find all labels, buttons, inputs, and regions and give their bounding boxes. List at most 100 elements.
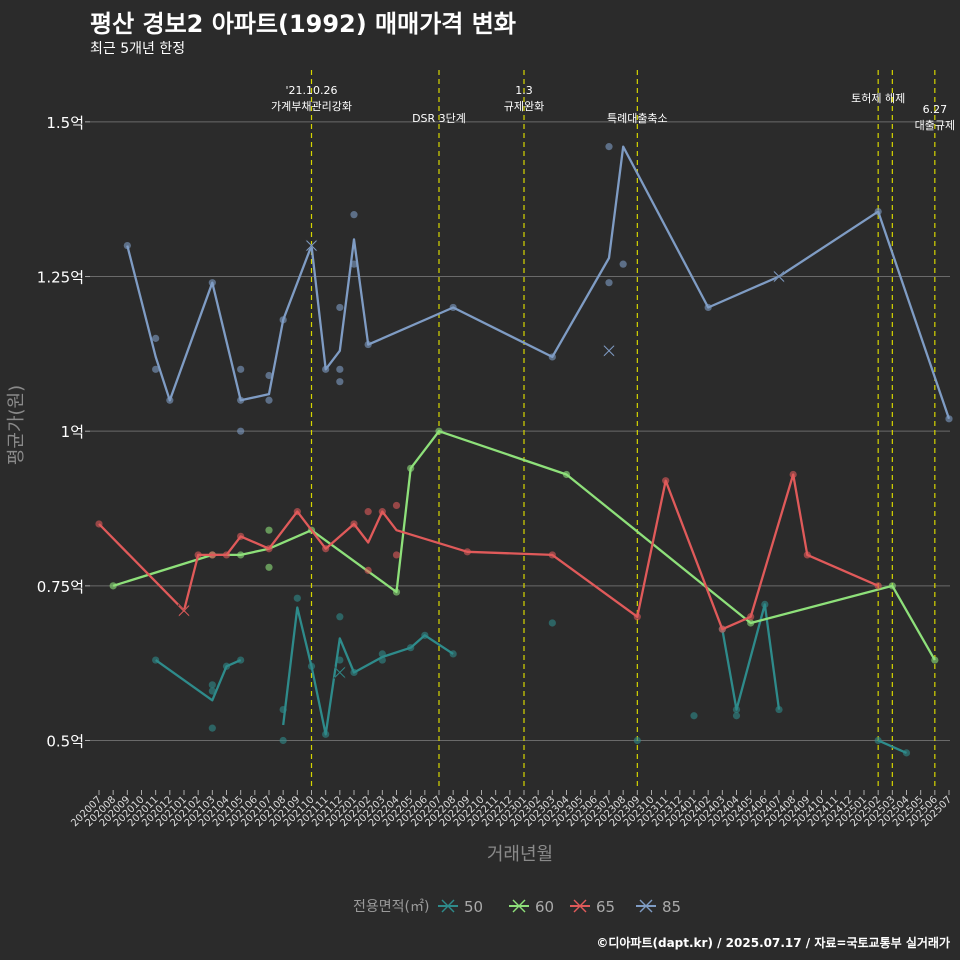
data-point-65: [747, 613, 755, 621]
data-point-85: [208, 279, 216, 287]
data-point-65: [265, 545, 273, 553]
grid-lines: [90, 121, 950, 742]
data-point-60: [435, 427, 443, 435]
data-point-50: [279, 736, 287, 745]
data-point-50: [208, 724, 216, 732]
data-point-65: [364, 508, 372, 516]
data-point-85: [945, 415, 953, 423]
cross-stroke: [773, 271, 785, 282]
data-point-50: [378, 656, 386, 664]
data-point-85: [237, 427, 245, 435]
series-line-65: [98, 473, 879, 631]
cross-marker-85: [602, 344, 616, 358]
data-point-85: [336, 365, 344, 373]
series-line-50: [721, 603, 781, 711]
data-point-65: [364, 566, 372, 574]
series-line-50: [155, 659, 242, 702]
y-tick-label: 1억: [61, 423, 84, 441]
series-line-60: [112, 430, 936, 661]
data-point-65: [194, 551, 202, 559]
data-point-85: [152, 365, 160, 373]
y-tick-label: 1.5억: [46, 114, 84, 132]
data-point-65: [718, 625, 726, 633]
event-label: 1.3: [515, 84, 533, 97]
data-point-65: [95, 520, 103, 528]
data-point-85: [322, 365, 330, 373]
data-point-65: [293, 508, 301, 516]
series-line-50: [282, 606, 454, 736]
data-point-85: [166, 396, 174, 404]
chart-subtitle: 최근 5개년 한정: [90, 41, 186, 57]
data-point-85: [279, 316, 287, 324]
event-label: 규제완화: [504, 100, 544, 113]
data-point-60: [237, 551, 245, 559]
event-label: '21.10.26: [285, 84, 337, 97]
data-point-50: [378, 650, 386, 658]
data-point-50: [222, 662, 231, 670]
legend-label: 65: [596, 898, 615, 916]
event-label: DSR 3단계: [412, 112, 466, 125]
x-axis-title: 거래년월: [487, 844, 553, 865]
y-tick-label: 0.75억: [37, 578, 84, 596]
cross-marker-50: [333, 666, 347, 679]
event-label: 6.27: [923, 103, 948, 116]
series-50: [152, 594, 911, 757]
event-label: 가계부채관리강화: [271, 100, 352, 113]
legend-item-50[interactable]: 50: [438, 898, 483, 916]
legend-x: [573, 899, 587, 913]
series-65: [95, 470, 882, 633]
data-point-65: [548, 551, 556, 559]
data-point-85: [364, 340, 372, 349]
data-point-65: [237, 532, 245, 540]
data-point-65: [463, 548, 471, 556]
legend-item-85[interactable]: 85: [636, 898, 681, 916]
y-tick-label: 1.25억: [37, 269, 84, 287]
data-point-50: [237, 656, 245, 664]
data-point-60: [407, 464, 415, 472]
data-point-50: [690, 712, 698, 720]
data-point-60: [888, 582, 896, 590]
series-85: [123, 143, 953, 435]
data-point-85: [605, 143, 613, 151]
data-point-60: [392, 588, 401, 596]
data-point-50: [775, 705, 783, 714]
event-label: 대출규제: [915, 119, 955, 132]
data-point-50: [152, 656, 160, 664]
data-point-65: [874, 582, 882, 590]
series-layer: [95, 143, 953, 757]
cross-marker-85: [772, 270, 786, 283]
cross-stroke: [334, 667, 346, 678]
legend-title: 전용면적(㎡): [353, 899, 429, 915]
data-point-50: [421, 631, 429, 639]
data-point-85: [874, 207, 882, 216]
data-point-50: [279, 705, 287, 714]
legend-item-65[interactable]: 65: [570, 898, 615, 916]
legend-label: 85: [662, 898, 681, 916]
data-point-85: [605, 279, 613, 287]
legend-x: [441, 899, 455, 913]
data-point-50: [761, 600, 769, 609]
y-axis-title: 평균가(원): [6, 385, 27, 465]
data-point-85: [350, 260, 358, 268]
data-point-85: [265, 396, 273, 404]
data-point-60: [931, 656, 939, 664]
data-point-50: [902, 749, 911, 757]
data-point-60: [109, 582, 117, 590]
legend[interactable]: 전용면적(㎡) 50 60 65 85: [353, 898, 681, 916]
data-point-50: [548, 619, 556, 627]
data-point-50: [732, 712, 741, 720]
data-point-85: [237, 396, 245, 404]
data-point-85: [336, 378, 344, 386]
data-point-50: [208, 681, 216, 689]
axes: 0.5억0.75억1억1.25억1.5억20200720200820200920…: [6, 114, 954, 865]
source-caption: ©디아파트(dapt.kr) / 2025.07.17 / 자료=국토교통부 실…: [596, 936, 950, 950]
legend-x: [512, 899, 526, 913]
data-point-50: [874, 736, 882, 745]
legend-item-60[interactable]: 60: [509, 898, 554, 916]
data-point-60: [747, 619, 755, 627]
legend-x: [639, 899, 653, 913]
data-point-50: [293, 594, 301, 602]
data-point-65: [392, 501, 401, 510]
